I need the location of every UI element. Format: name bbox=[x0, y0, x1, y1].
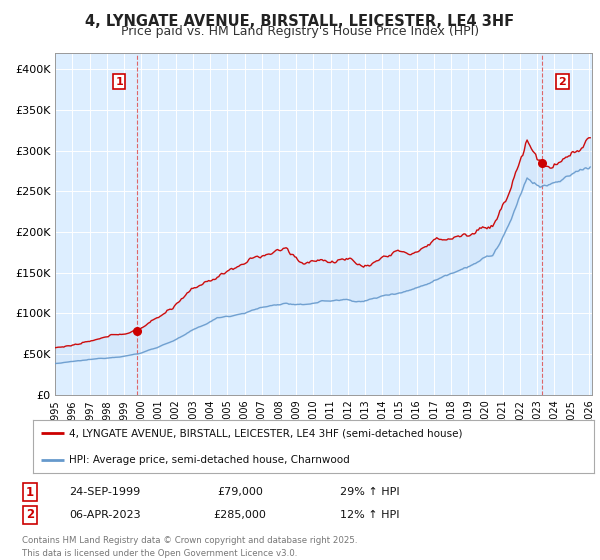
Text: Price paid vs. HM Land Registry's House Price Index (HPI): Price paid vs. HM Land Registry's House … bbox=[121, 25, 479, 38]
Text: 29% ↑ HPI: 29% ↑ HPI bbox=[340, 487, 400, 497]
Text: 4, LYNGATE AVENUE, BIRSTALL, LEICESTER, LE4 3HF: 4, LYNGATE AVENUE, BIRSTALL, LEICESTER, … bbox=[85, 14, 515, 29]
Text: 2: 2 bbox=[26, 508, 34, 521]
Text: 24-SEP-1999: 24-SEP-1999 bbox=[70, 487, 140, 497]
Text: 2: 2 bbox=[559, 77, 566, 87]
Text: Contains HM Land Registry data © Crown copyright and database right 2025.
This d: Contains HM Land Registry data © Crown c… bbox=[22, 536, 358, 558]
Text: 1: 1 bbox=[116, 77, 123, 87]
Text: 4, LYNGATE AVENUE, BIRSTALL, LEICESTER, LE4 3HF (semi-detached house): 4, LYNGATE AVENUE, BIRSTALL, LEICESTER, … bbox=[70, 428, 463, 438]
Text: HPI: Average price, semi-detached house, Charnwood: HPI: Average price, semi-detached house,… bbox=[70, 455, 350, 465]
Text: 06-APR-2023: 06-APR-2023 bbox=[69, 510, 141, 520]
Text: £285,000: £285,000 bbox=[214, 510, 266, 520]
Text: 12% ↑ HPI: 12% ↑ HPI bbox=[340, 510, 400, 520]
Text: £79,000: £79,000 bbox=[217, 487, 263, 497]
Text: 1: 1 bbox=[26, 486, 34, 499]
